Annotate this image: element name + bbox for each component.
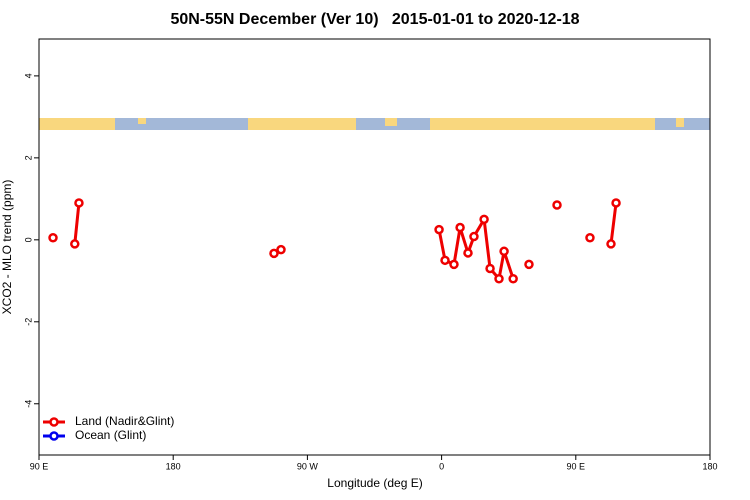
plot-frame [38, 38, 711, 456]
land-band [138, 118, 146, 124]
point [70, 239, 80, 249]
point [499, 246, 509, 257]
point [508, 274, 518, 284]
land-band [676, 118, 684, 127]
land-ocean-strip [39, 118, 710, 130]
point [48, 233, 58, 243]
x-tick-label: 180 [702, 461, 717, 471]
point [269, 248, 279, 259]
x-tick-label: 90 E [567, 461, 586, 471]
point [552, 200, 562, 210]
point [524, 259, 534, 270]
legend-label: Land (Nadir&Glint) [75, 414, 174, 428]
point [276, 244, 286, 255]
x-tick-label: 0 [439, 461, 444, 471]
y-tick-label: 2 [23, 155, 33, 160]
point [611, 198, 621, 208]
land-band [248, 118, 356, 130]
point [469, 231, 479, 242]
y-tick-label: -2 [23, 318, 33, 326]
y-tick-label: 4 [23, 73, 33, 78]
point [585, 233, 595, 243]
land-band [385, 118, 397, 126]
x-tick-label: 90 W [297, 461, 319, 471]
y-tick-label: -4 [23, 400, 33, 408]
point [455, 222, 465, 233]
legend-marker [49, 431, 59, 441]
point [434, 224, 444, 235]
x-tick-label: 90 E [30, 461, 49, 471]
point [440, 255, 450, 266]
point [485, 263, 495, 274]
point [449, 259, 459, 270]
chart-title: 50N-55N December (Ver 10) 2015-01-01 to … [170, 11, 579, 28]
point [463, 248, 473, 258]
point [479, 214, 489, 225]
y-axis-label: XCO2 - MLO trend (ppm) [0, 180, 14, 315]
land-band [430, 118, 655, 130]
point [606, 239, 616, 249]
y-tick-label: 0 [23, 237, 33, 242]
legend-marker [49, 417, 59, 427]
x-tick-label: 180 [166, 461, 181, 471]
legend-label: Ocean (Glint) [75, 428, 146, 442]
series-line [73, 202, 618, 283]
land-band [39, 118, 115, 130]
x-axis-label: Longitude (deg E) [327, 476, 422, 490]
point [494, 274, 504, 284]
point [74, 198, 84, 208]
